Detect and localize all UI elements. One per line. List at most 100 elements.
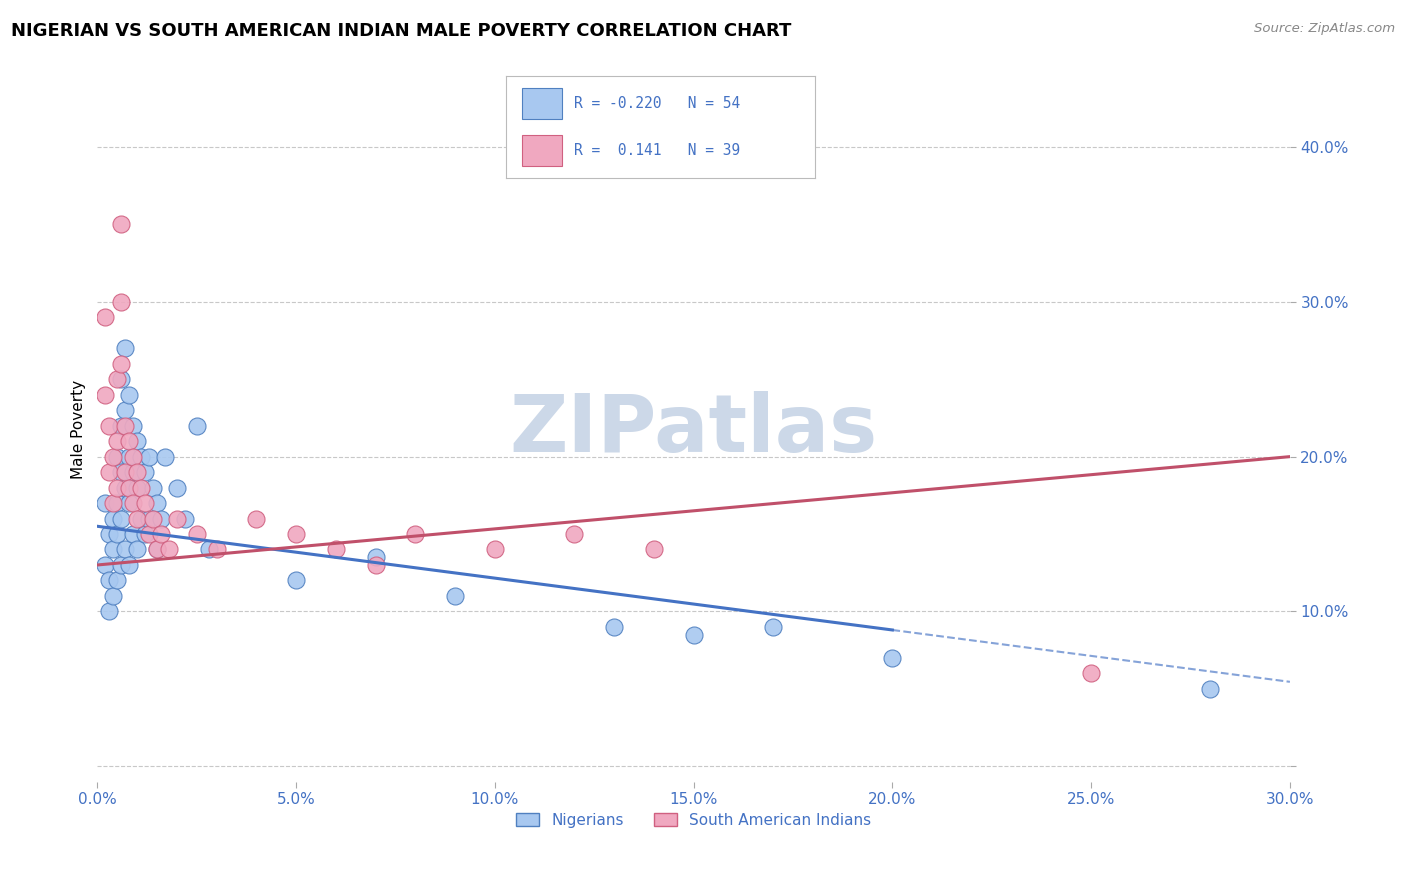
Point [103, 542, 125, 557]
Point [129, 450, 152, 464]
Point [197, 542, 219, 557]
Point [134, 465, 156, 479]
Point [105, 574, 128, 588]
Point [643, 542, 665, 557]
Point [103, 589, 125, 603]
Point [138, 511, 160, 525]
Point [110, 465, 132, 479]
Point [118, 558, 141, 572]
Point [114, 418, 136, 433]
Point [364, 558, 387, 572]
Point [127, 542, 149, 557]
Point [166, 481, 188, 495]
Bar [522, 136, 562, 166]
Point [94, 388, 117, 402]
Point [110, 294, 132, 309]
Point [122, 418, 145, 433]
Point [245, 511, 267, 525]
Text: R =  0.141   N = 39: R = 0.141 N = 39 [574, 144, 741, 158]
Point [110, 418, 132, 433]
Point [105, 372, 128, 386]
Point [364, 550, 387, 565]
Point [127, 481, 149, 495]
Point [682, 627, 704, 641]
Point [146, 496, 169, 510]
Point [98, 465, 121, 479]
Point [186, 418, 208, 433]
Point [98, 418, 121, 433]
Point [118, 388, 141, 402]
Point [122, 450, 145, 464]
Point [127, 434, 149, 449]
Point [98, 527, 121, 541]
Point [142, 481, 165, 495]
Point [98, 604, 121, 618]
Point [138, 450, 160, 464]
Point [149, 511, 172, 525]
Point [484, 542, 506, 557]
Point [166, 511, 188, 525]
Point [762, 620, 785, 634]
Point [404, 527, 426, 541]
Point [142, 511, 165, 525]
Point [444, 589, 467, 603]
Point [146, 542, 169, 557]
Point [146, 542, 169, 557]
Text: ZIPatlas: ZIPatlas [509, 391, 877, 468]
Point [110, 558, 132, 572]
Point [134, 527, 156, 541]
Point [1199, 681, 1222, 696]
Point [103, 511, 125, 525]
Point [110, 218, 132, 232]
Bar [522, 88, 562, 119]
Point [603, 620, 626, 634]
Point [129, 481, 152, 495]
Point [114, 341, 136, 355]
Point [134, 496, 156, 510]
Y-axis label: Male Poverty: Male Poverty [72, 380, 86, 479]
Point [122, 496, 145, 510]
Point [564, 527, 586, 541]
Point [114, 481, 136, 495]
Point [157, 542, 180, 557]
Point [94, 310, 117, 325]
Point [118, 481, 141, 495]
Point [118, 496, 141, 510]
Point [105, 481, 128, 495]
Point [105, 450, 128, 464]
Point [882, 650, 904, 665]
Point [114, 403, 136, 417]
Text: R = -0.220   N = 54: R = -0.220 N = 54 [574, 96, 741, 111]
Text: Source: ZipAtlas.com: Source: ZipAtlas.com [1254, 22, 1395, 36]
Point [118, 450, 141, 464]
Point [103, 496, 125, 510]
Text: NIGERIAN VS SOUTH AMERICAN INDIAN MALE POVERTY CORRELATION CHART: NIGERIAN VS SOUTH AMERICAN INDIAN MALE P… [11, 22, 792, 40]
Point [105, 434, 128, 449]
Point [127, 511, 149, 525]
Point [114, 542, 136, 557]
Point [138, 527, 160, 541]
Point [129, 511, 152, 525]
Point [114, 465, 136, 479]
Point [122, 465, 145, 479]
Point [285, 574, 308, 588]
Point [110, 511, 132, 525]
Point [149, 527, 172, 541]
Point [127, 465, 149, 479]
Point [105, 527, 128, 541]
Point [94, 496, 117, 510]
Point [110, 357, 132, 371]
Point [186, 527, 208, 541]
Point [94, 558, 117, 572]
Point [103, 450, 125, 464]
Legend: Nigerians, South American Indians: Nigerians, South American Indians [510, 806, 877, 834]
Point [105, 496, 128, 510]
Point [173, 511, 195, 525]
Point [285, 527, 308, 541]
Point [153, 450, 176, 464]
Point [98, 574, 121, 588]
Point [1080, 666, 1102, 681]
Point [118, 434, 141, 449]
Point [205, 542, 228, 557]
Point [110, 372, 132, 386]
